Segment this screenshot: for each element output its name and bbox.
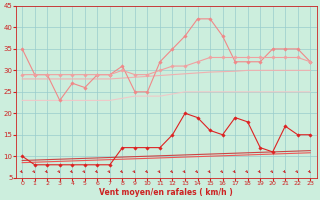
X-axis label: Vent moyen/en rafales ( km/h ): Vent moyen/en rafales ( km/h ) <box>100 188 233 197</box>
